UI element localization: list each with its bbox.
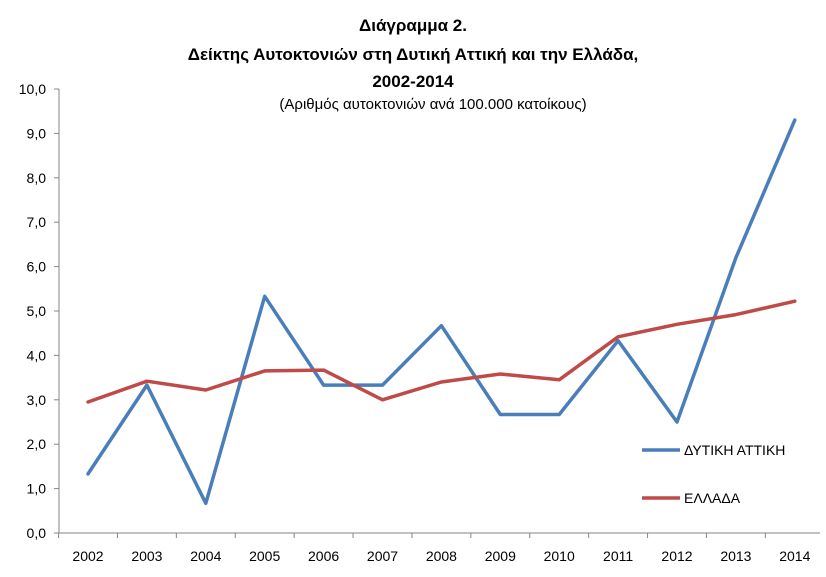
x-tick-label: 2008: [426, 548, 457, 564]
series-line-2: [86, 299, 797, 404]
chart-title-line-1: Διάγραμμα 2.: [359, 16, 467, 35]
series-line-1: [86, 118, 797, 506]
y-tick-label: 10,0: [19, 81, 46, 97]
legend-label-1: ΔΥΤΙΚΗ ΑΤΤΙΚΗ: [684, 442, 785, 458]
x-tick-label: 2012: [661, 548, 692, 564]
x-tick-label: 2009: [485, 548, 516, 564]
y-tick-label: 2,0: [27, 436, 47, 452]
x-tick-label: 2004: [190, 548, 221, 564]
x-tick-label: 2002: [72, 548, 103, 564]
y-tick-label: 3,0: [27, 392, 47, 408]
x-tick-label: 2006: [308, 548, 339, 564]
x-tick-label: 2003: [131, 548, 162, 564]
y-tick-label: 1,0: [27, 481, 47, 497]
y-tick-label: 8,0: [27, 170, 47, 186]
x-tick-label: 2010: [544, 548, 575, 564]
chart-subtitle: (Αριθμός αυτοκτονιών ανά 100.000 κατοίκο…: [279, 96, 587, 113]
x-tick-label: 2011: [603, 548, 633, 564]
chart-title-line-3: 2002-2014: [372, 72, 454, 91]
x-tick-label: 2007: [367, 548, 398, 564]
y-tick-label: 4,0: [27, 347, 47, 363]
y-tick-label: 9,0: [27, 125, 47, 141]
y-tick-label: 5,0: [27, 303, 47, 319]
legend-label-2: ΕΛΛΑΔΑ: [684, 490, 741, 506]
y-tick-label: 7,0: [27, 214, 47, 230]
x-tick-label: 2005: [249, 548, 280, 564]
x-tick-label: 2013: [720, 548, 751, 564]
x-tick-label: 2014: [779, 548, 810, 564]
y-tick-label: 0,0: [27, 525, 47, 541]
y-tick-label: 6,0: [27, 259, 47, 275]
chart-title-line-2: Δείκτης Αυτοκτονιών στη Δυτική Αττική κα…: [187, 45, 639, 64]
